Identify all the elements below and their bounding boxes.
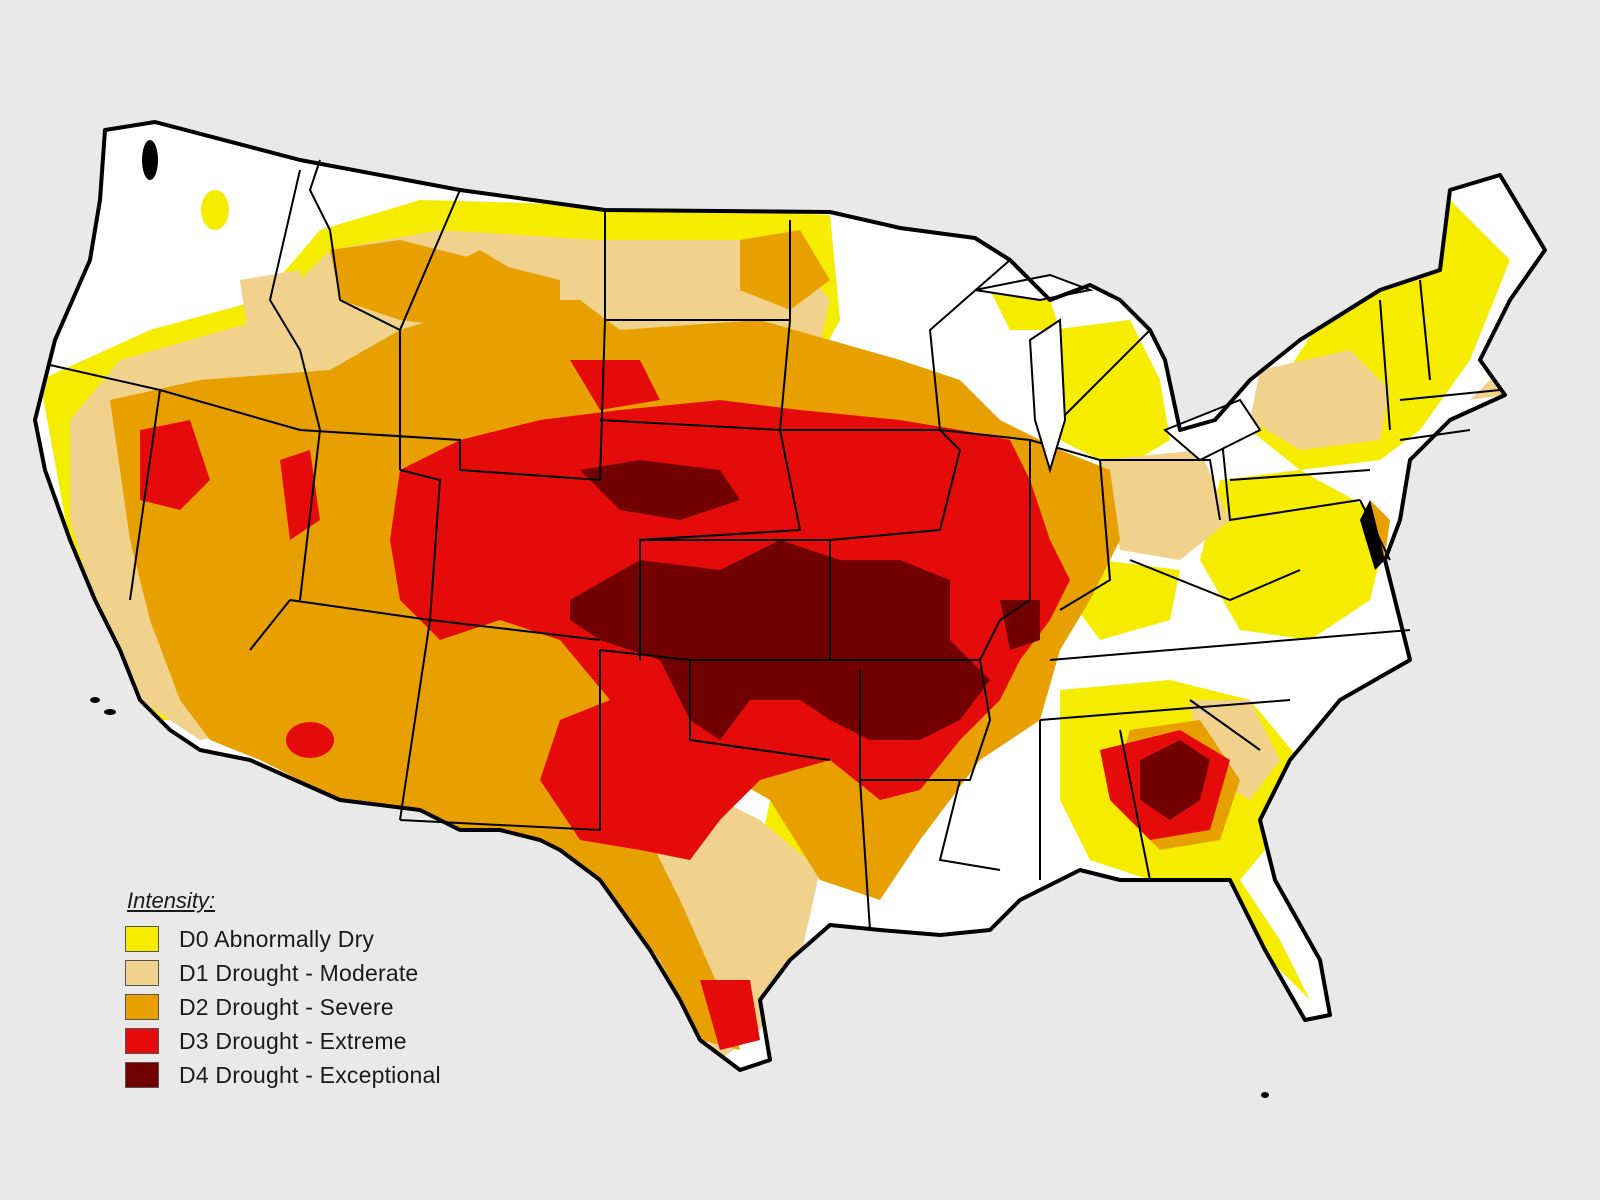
state-borders bbox=[49, 159, 1501, 931]
legend-item-d3: D3 Drought - Extreme bbox=[125, 1024, 441, 1058]
legend-swatch-d1 bbox=[125, 960, 159, 986]
legend-item-d0: D0 Abnormally Dry bbox=[125, 922, 441, 956]
legend-swatch-d3 bbox=[125, 1028, 159, 1054]
legend-label-d2: D2 Drought - Severe bbox=[179, 993, 394, 1020]
legend-swatch-d0 bbox=[125, 926, 159, 952]
chesapeake-bay bbox=[1360, 500, 1385, 570]
legend-label-d1: D1 Drought - Moderate bbox=[179, 959, 419, 986]
zone-d4 bbox=[570, 460, 1210, 820]
us-outline bbox=[33, 120, 1547, 1072]
legend-item-d4: D4 Drought - Exceptional bbox=[125, 1058, 441, 1092]
legend: Intensity: D0 Abnormally Dry D1 Drought … bbox=[125, 888, 441, 1092]
islands bbox=[90, 140, 1269, 1098]
legend-label-d3: D3 Drought - Extreme bbox=[179, 1027, 407, 1054]
legend-swatch-d4 bbox=[125, 1062, 159, 1088]
legend-item-d1: D1 Drought - Moderate bbox=[125, 956, 441, 990]
legend-label-d0: D0 Abnormally Dry bbox=[179, 925, 375, 952]
legend-item-d2: D2 Drought - Severe bbox=[125, 990, 441, 1024]
great-lakes bbox=[974, 273, 1262, 474]
legend-swatch-d2 bbox=[125, 994, 159, 1020]
legend-label-d4: D4 Drought - Exceptional bbox=[179, 1061, 441, 1088]
legend-title: Intensity: bbox=[127, 888, 216, 913]
